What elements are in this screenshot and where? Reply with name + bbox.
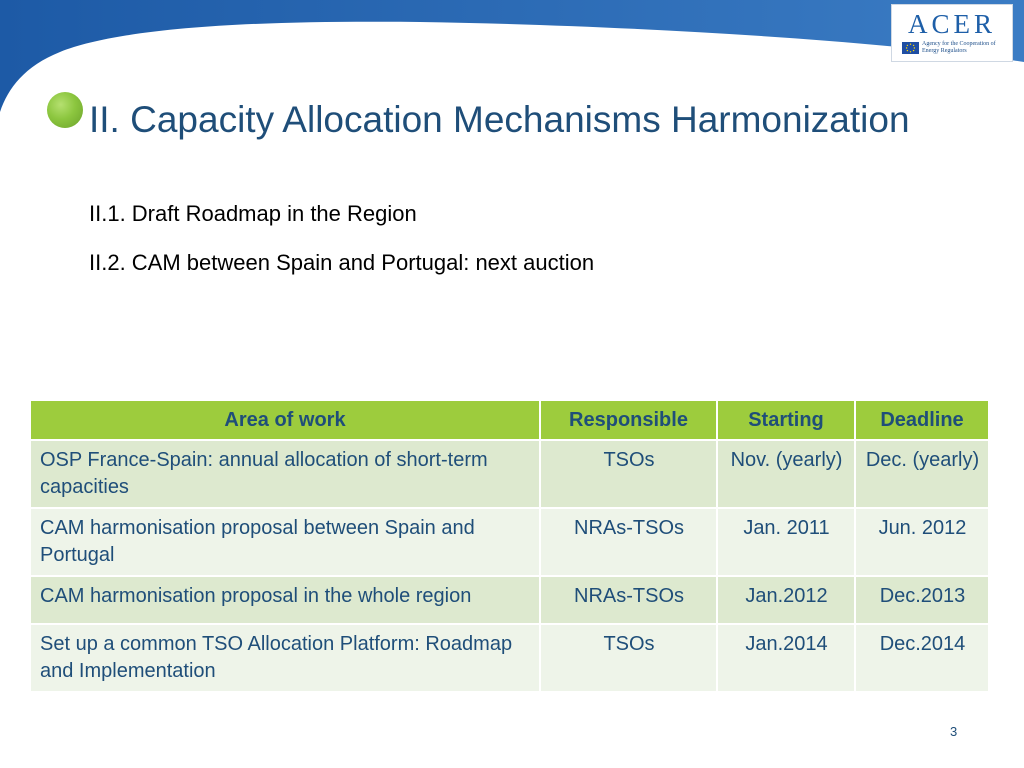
acer-logo: ACER Agency for the Cooperation of Energ… bbox=[891, 4, 1013, 62]
cell-responsible: NRAs-TSOs bbox=[539, 507, 718, 577]
cell-starting: Nov. (yearly) bbox=[716, 439, 856, 509]
cell-deadline: Dec.2014 bbox=[854, 623, 990, 693]
header-starting: Starting bbox=[716, 399, 856, 441]
table-row: CAM harmonisation proposal in the whole … bbox=[29, 575, 990, 625]
subitem-cam-spain-portugal: II.2. CAM between Spain and Portugal: ne… bbox=[89, 250, 595, 275]
cell-responsible: TSOs bbox=[539, 439, 718, 509]
table-row: Set up a common TSO Allocation Platform:… bbox=[29, 623, 990, 693]
page-number: 3 bbox=[950, 724, 958, 739]
eu-flag-icon bbox=[902, 42, 919, 54]
header-responsible: Responsible bbox=[539, 399, 718, 441]
cell-area-of-work: OSP France-Spain: annual allocation of s… bbox=[29, 439, 541, 509]
acer-logo-wordmark: ACER bbox=[907, 9, 996, 39]
cell-starting: Jan. 2011 bbox=[716, 507, 856, 577]
title-bullet-icon bbox=[47, 92, 83, 128]
header-wave-banner bbox=[0, 0, 1024, 112]
header-deadline: Deadline bbox=[854, 399, 990, 441]
roadmap-table: Area of work Responsible Starting Deadli… bbox=[29, 399, 990, 693]
cell-starting: Jan.2012 bbox=[716, 575, 856, 625]
cell-area-of-work: Set up a common TSO Allocation Platform:… bbox=[29, 623, 541, 693]
cell-responsible: NRAs-TSOs bbox=[539, 575, 718, 625]
header-area-of-work: Area of work bbox=[29, 399, 541, 441]
cell-starting: Jan.2014 bbox=[716, 623, 856, 693]
cell-deadline: Jun. 2012 bbox=[854, 507, 990, 577]
subitem-draft-roadmap: II.1. Draft Roadmap in the Region bbox=[89, 201, 417, 226]
acer-logo-caption: Agency for the Cooperation of Energy Reg… bbox=[922, 41, 996, 54]
slide-title: II. Capacity Allocation Mechanisms Harmo… bbox=[89, 99, 910, 140]
table-row: CAM harmonisation proposal between Spain… bbox=[29, 507, 990, 577]
cell-area-of-work: CAM harmonisation proposal in the whole … bbox=[29, 575, 541, 625]
table-header-row: Area of work Responsible Starting Deadli… bbox=[29, 399, 990, 441]
cell-area-of-work: CAM harmonisation proposal between Spain… bbox=[29, 507, 541, 577]
cell-deadline: Dec.2013 bbox=[854, 575, 990, 625]
table-row: OSP France-Spain: annual allocation of s… bbox=[29, 439, 990, 509]
cell-deadline: Dec. (yearly) bbox=[854, 439, 990, 509]
cell-responsible: TSOs bbox=[539, 623, 718, 693]
